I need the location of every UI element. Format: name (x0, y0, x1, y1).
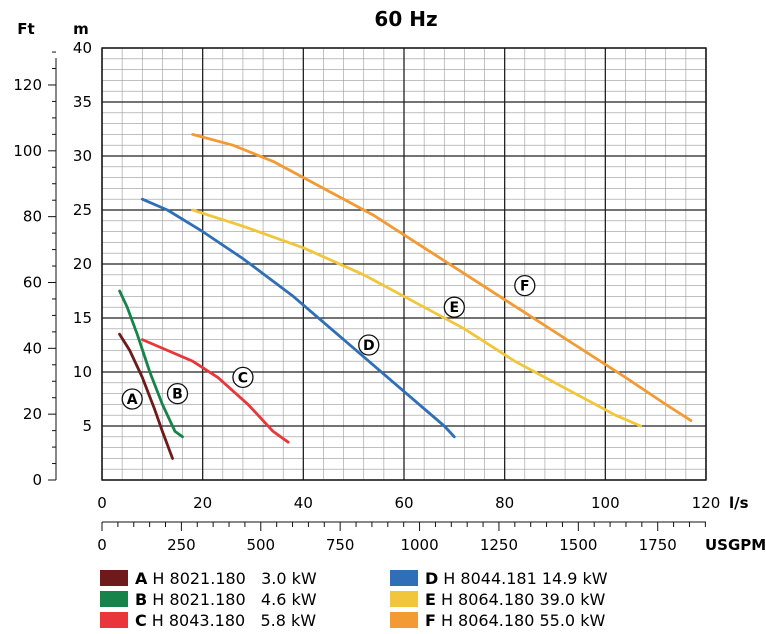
curve-d (140, 197, 456, 439)
y-tick-label: 10 (73, 363, 92, 381)
curve-label-c: C (238, 370, 248, 386)
curve-label-e: E (450, 300, 460, 316)
x-tick-label: 20 (193, 494, 212, 512)
legend-key: C (135, 610, 147, 630)
curve-label-circle-c (232, 366, 254, 389)
m-axis-label: m (73, 20, 89, 38)
curve-label-f: F (520, 279, 530, 295)
ft-tick-label: 80 (23, 208, 42, 226)
legend-key: F (425, 610, 436, 630)
x-tick-label: 100 (591, 494, 620, 512)
legend-label: H 8044.181 14.9 kW (443, 568, 608, 588)
ft-tick-label: 100 (13, 142, 42, 160)
y-tick-label: 35 (73, 93, 92, 111)
chart-title: 60 Hz (374, 7, 437, 31)
x-axis-label: l/s (729, 494, 749, 512)
usgpm-tick-label: 0 (97, 536, 107, 554)
ft-tick-label: 0 (32, 471, 42, 489)
curve-b (118, 289, 184, 439)
usgpm-tick-label: 1500 (559, 536, 597, 554)
ft-tick-label: 60 (23, 273, 42, 291)
legend-key: E (425, 589, 436, 609)
usgpm-tick-label: 750 (326, 536, 355, 554)
curve-label-circle-e (443, 296, 465, 318)
legend-label: H 8064.180 39.0 kW (440, 589, 606, 609)
legend-swatch (100, 591, 128, 607)
legend-swatch (390, 570, 418, 586)
curve-label-d: D (363, 338, 375, 354)
curve-label-circle-b (166, 382, 189, 405)
legend-key: D (425, 568, 439, 588)
curve-c (140, 338, 290, 444)
legend-swatch (100, 612, 128, 628)
ft-tick-label: 20 (23, 405, 42, 423)
x-tick-label: 80 (495, 494, 514, 512)
curve-a (118, 332, 174, 460)
ft-axis-label: Ft (17, 20, 34, 38)
x-tick-label: 120 (692, 494, 721, 512)
x2-axis-label: USGPM (705, 536, 766, 554)
legend-swatch (390, 591, 418, 607)
usgpm-tick-label: 1750 (639, 536, 677, 554)
curve-label-b: B (172, 387, 183, 403)
curve-e (191, 208, 642, 428)
x-tick-label: 60 (394, 494, 413, 512)
usgpm-tick-label: 1000 (400, 536, 438, 554)
legend-label: H 8043.180 5.8 kW (151, 610, 317, 630)
legend-label: H 8021.180 3.0 kW (152, 568, 317, 588)
usgpm-tick-label: 500 (246, 536, 275, 554)
legend-swatch (100, 570, 128, 586)
y-tick-label: 30 (73, 147, 92, 165)
legend-key: A (135, 568, 148, 588)
y-tick-label: 25 (73, 201, 92, 219)
curve-label-circle-f (514, 274, 536, 297)
legend-swatch (390, 612, 418, 628)
usgpm-tick-label: 1250 (480, 536, 518, 554)
curve-f (191, 132, 693, 423)
curve-label-a: A (127, 392, 138, 408)
y-tick-label: 40 (73, 39, 92, 57)
usgpm-tick-label: 250 (167, 536, 196, 554)
y-tick-label: 20 (73, 255, 92, 273)
x-tick-label: 40 (294, 494, 313, 512)
legend-label: H 8021.180 4.6 kW (152, 589, 317, 609)
legend-key: B (135, 589, 148, 609)
curve-label-circle-a (121, 388, 143, 410)
legend-label: H 8064.180 55.0 kW (440, 610, 606, 630)
plot-frame (101, 47, 707, 481)
ft-tick-label: 40 (23, 339, 42, 357)
y-tick-label: 5 (82, 417, 92, 435)
ft-tick-label: 120 (13, 76, 42, 94)
curve-label-circle-d (358, 334, 380, 356)
y-tick-label: 15 (73, 309, 92, 327)
x-tick-label: 0 (97, 494, 107, 512)
